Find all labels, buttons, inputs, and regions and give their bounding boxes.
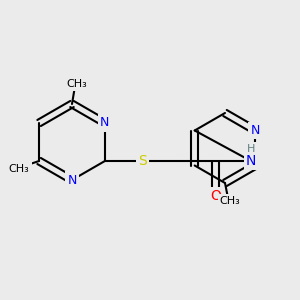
Text: CH₃: CH₃ <box>220 196 240 206</box>
Text: S: S <box>139 154 147 168</box>
Text: CH₃: CH₃ <box>9 164 29 174</box>
Text: H: H <box>247 144 255 154</box>
Text: CH₃: CH₃ <box>67 79 87 89</box>
Text: N: N <box>67 173 77 187</box>
Text: N: N <box>246 154 256 168</box>
Text: O: O <box>211 189 221 203</box>
Text: N: N <box>250 124 260 137</box>
Text: N: N <box>100 116 110 130</box>
